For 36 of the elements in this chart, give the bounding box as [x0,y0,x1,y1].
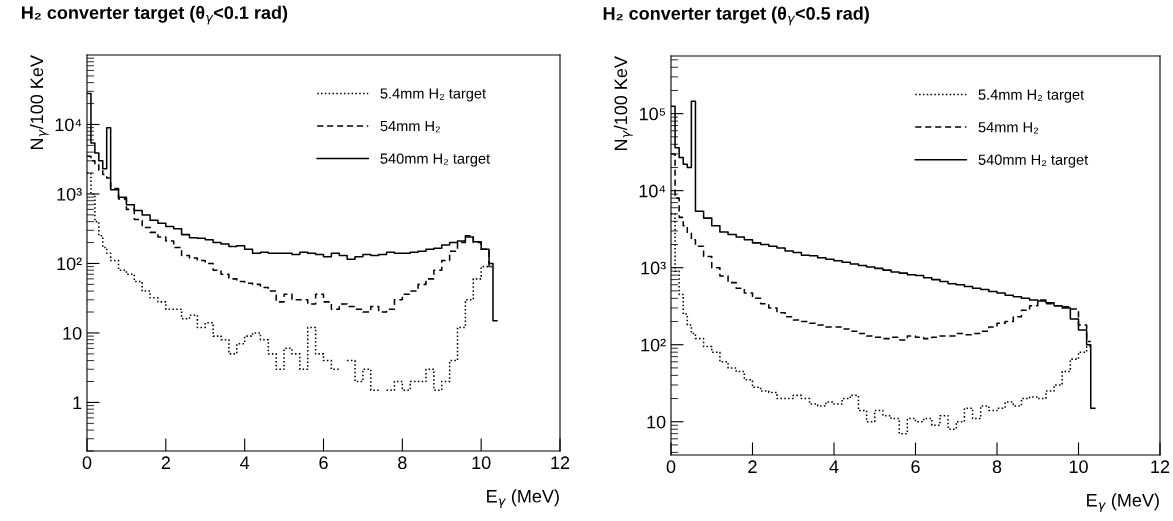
y-tick-label: 10² [57,257,82,271]
legend-label: 54mm H₂ [978,122,1039,134]
chart-title: H₂ converter target (θ$_{γ}$<0.5 rad) [603,6,869,26]
y-axis-title: N$_{γ}$/100 KeV [613,56,633,151]
x-tick-label: 8 [992,460,1002,474]
x-tick-label: 4 [829,460,839,473]
legend-label: 5.4mm H₂ target [380,88,486,102]
x-tick-label: 0 [666,460,676,474]
y-tick-label: 10³ [641,261,666,275]
y-tick-label: 10³ [57,187,82,201]
y-tick-label: 1 [73,396,82,409]
y-axis-title: N$_{γ}$/100 KeV [29,55,49,150]
x-tick-label: 12 [551,456,570,469]
x-tick-label: 2 [161,456,170,469]
x-tick-label: 12 [1151,460,1170,473]
y-tick-label: 10 [63,326,82,340]
x-tick-label: 6 [319,456,328,470]
x-axis-title: E$_{γ}$ (MeV) [487,489,559,509]
legend-label: 540mm H₂ target [978,154,1089,168]
x-tick-label: 8 [398,456,407,470]
x-tick-label: 4 [240,456,250,469]
x-tick-label: 6 [911,460,920,474]
legend-label: 5.4mm H₂ target [978,89,1085,103]
y-tick-label: 10⁴ [55,118,82,132]
y-tick-label: 10⁵ [639,107,666,121]
legend-label: 540mm H₂ target [380,153,491,167]
x-tick-label: 10 [472,456,491,470]
y-tick-label: 10² [641,338,666,352]
chart-title: H₂ converter target (θ$_{γ}$<0.1 rad) [21,5,288,25]
x-tick-label: 10 [1069,460,1088,474]
y-tick-label: 10 [647,415,666,429]
x-axis-title: E$_{γ}$ (MeV) [1087,493,1159,513]
x-tick-label: 0 [82,456,92,470]
x-tick-label: 2 [748,460,757,473]
y-tick-label: 10⁴ [639,184,666,198]
legend-label: 54mm H₂ [380,121,440,133]
